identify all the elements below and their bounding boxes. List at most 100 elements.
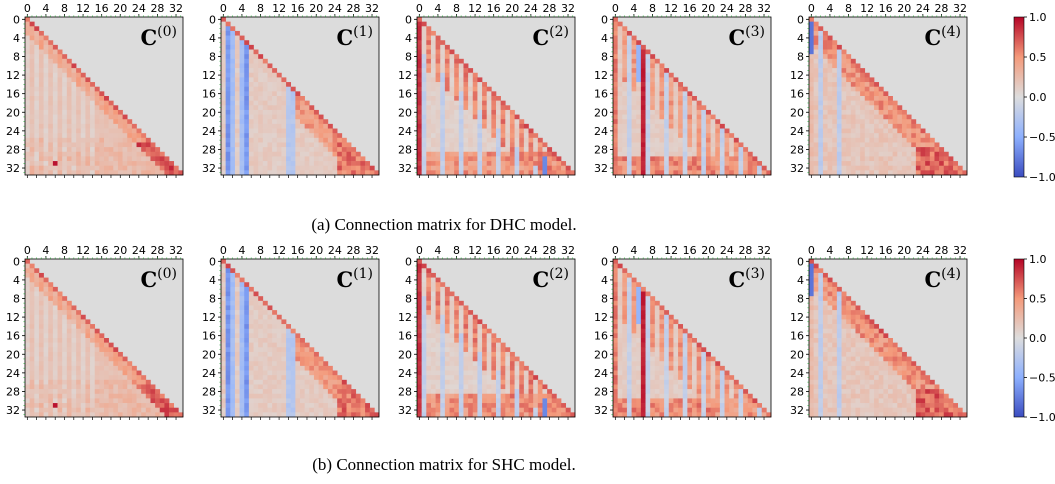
heatmap-cell: [346, 165, 352, 171]
heatmap-cell: [90, 342, 96, 348]
heatmap-cell: [892, 165, 898, 171]
heatmap-cell: [62, 412, 68, 418]
heatmap-cell: [766, 170, 772, 176]
heatmap-cell: [48, 393, 54, 399]
heatmap-cell: [654, 119, 660, 125]
heatmap-cell: [449, 54, 455, 60]
y-tick-label: 20: [202, 106, 216, 119]
heatmap-cell: [617, 105, 623, 111]
heatmap-cell: [813, 86, 819, 92]
heatmap-cell: [29, 291, 35, 297]
heatmap-cell: [150, 165, 156, 171]
heatmap-cell: [878, 156, 884, 162]
heatmap-cell: [94, 105, 100, 111]
heatmap-cell: [66, 328, 72, 334]
heatmap-cell: [230, 389, 236, 395]
heatmap-cell: [430, 40, 436, 46]
heatmap-cell: [127, 412, 133, 418]
x-tick-label: 8: [257, 244, 264, 257]
heatmap-cell: [846, 54, 852, 60]
heatmap-cell: [813, 100, 819, 106]
heatmap-cell: [90, 384, 96, 390]
heatmap-cell: [127, 384, 133, 390]
heatmap-cell: [281, 361, 287, 367]
heatmap-cell: [136, 147, 142, 153]
heatmap-cell: [892, 170, 898, 176]
heatmap-cell: [221, 291, 226, 297]
heatmap-cell: [365, 403, 371, 409]
heatmap-cell: [337, 398, 343, 404]
heatmap-cell: [435, 58, 441, 64]
heatmap-cell: [267, 82, 273, 88]
heatmap-cell: [131, 379, 137, 385]
heatmap-cell: [519, 123, 525, 129]
heatmap-cell: [234, 151, 240, 157]
heatmap-cell: [920, 170, 926, 176]
heatmap-cell: [104, 114, 109, 120]
heatmap-cell: [230, 170, 236, 176]
heatmap-cell: [221, 137, 226, 143]
heatmap-cell: [113, 347, 119, 353]
heatmap-cell: [827, 54, 833, 60]
heatmap-cell: [426, 82, 432, 88]
heatmap-cell: [38, 156, 44, 162]
x-tick-label: 28: [934, 2, 948, 15]
heatmap-cell: [528, 170, 534, 176]
heatmap-cell: [234, 100, 240, 106]
heatmap-cell: [90, 105, 96, 111]
heatmap-cell: [286, 109, 292, 115]
heatmap-cell: [253, 54, 259, 60]
heatmap-cell: [318, 375, 324, 381]
heatmap-cell: [262, 412, 268, 418]
heatmap-cell: [444, 96, 450, 101]
heatmap-cell: [104, 412, 109, 418]
heatmap-cell: [290, 384, 296, 390]
heatmap-cell: [71, 314, 77, 320]
heatmap-cell: [43, 356, 49, 362]
heatmap-cell: [920, 133, 926, 139]
heatmap-cell: [491, 156, 497, 162]
heatmap-cell: [267, 365, 273, 371]
heatmap-cell: [710, 151, 716, 157]
heatmap-cell: [463, 161, 469, 167]
y-tick-label: 32: [202, 162, 216, 175]
heatmap-cell: [617, 133, 623, 139]
heatmap-cell: [281, 319, 287, 325]
heatmap-cell: [62, 403, 68, 409]
heatmap-cell: [43, 114, 49, 120]
heatmap-cell: [855, 137, 861, 143]
heatmap-cell: [221, 17, 226, 22]
heatmap-cell: [164, 165, 170, 171]
heatmap-cell: [108, 161, 114, 167]
heatmap-cell: [258, 342, 264, 348]
heatmap-cell: [692, 133, 697, 139]
heatmap-cell: [276, 389, 282, 395]
heatmap-cell: [295, 91, 301, 97]
heatmap-cell: [234, 272, 240, 278]
heatmap-cell: [454, 58, 460, 64]
heatmap-cell: [482, 91, 488, 97]
heatmap-cell: [640, 72, 646, 78]
heatmap-cell: [864, 86, 870, 92]
heatmap-cell: [496, 105, 501, 111]
heatmap-cell: [262, 77, 268, 83]
heatmap-cell: [622, 128, 628, 134]
heatmap-cell: [650, 91, 656, 97]
heatmap-cell: [417, 142, 422, 148]
heatmap-cell: [221, 54, 226, 60]
heatmap-cell: [874, 137, 880, 143]
x-tick-label: 20: [113, 2, 127, 15]
heatmap-cell: [915, 133, 921, 139]
heatmap-cell: [813, 161, 819, 167]
heatmap-cell: [421, 142, 427, 148]
heatmap-cell: [832, 72, 838, 78]
heatmap-cell: [29, 328, 35, 334]
heatmap-cell: [62, 82, 68, 88]
x-tick-label: 32: [561, 2, 575, 15]
heatmap-cell: [874, 156, 880, 162]
heatmap-cell: [34, 142, 40, 148]
heatmap-cell: [248, 54, 254, 60]
heatmap-cell: [435, 105, 441, 111]
heatmap-cell: [440, 133, 446, 139]
heatmap-cell: [318, 370, 324, 376]
